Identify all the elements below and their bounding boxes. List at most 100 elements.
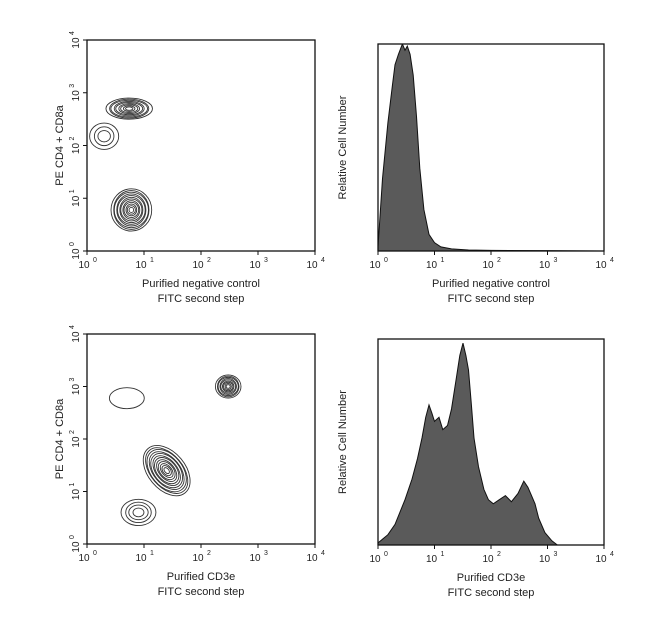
x-axis-label-2: FITC second step [158,293,245,305]
y-tick-label: 10 [71,90,82,102]
x-tick-exponent: 2 [497,551,501,558]
contour-line [128,206,135,213]
x-tick-label: 10 [192,260,204,271]
x-tick-exponent: 1 [150,550,154,557]
x-tick-label: 10 [135,553,147,564]
contour-line [128,504,149,521]
y-tick-exponent: 4 [69,31,76,35]
y-axis-label: Relative Cell Number [337,95,349,199]
y-tick-label: 10 [71,384,82,396]
plot-area [378,44,604,251]
y-tick-exponent: 1 [69,189,76,193]
contour-line [163,467,170,475]
contour-line [216,375,240,398]
y-tick-exponent: 3 [69,377,76,381]
contour-line [148,451,185,490]
x-tick-exponent: 0 [93,257,97,264]
contour-line [113,191,149,229]
x-tick-label: 10 [595,260,607,271]
y-tick-label: 10 [71,541,82,553]
contour-line [108,387,145,410]
x-tick-label: 10 [369,260,381,271]
x-axis-label-2: FITC second step [158,586,245,598]
contour-line [115,102,144,116]
contour-line [113,190,150,230]
plot-area [89,97,153,232]
contour-line [123,201,140,218]
x-tick-label: 10 [306,260,318,271]
contour-line [222,380,235,393]
y-tick-exponent: 3 [69,84,76,88]
contour-line [113,100,145,117]
x-tick-label: 10 [249,553,261,564]
x-tick-exponent: 4 [610,551,614,558]
contour-line [120,498,157,526]
x-tick-exponent: 1 [150,257,154,264]
contour-line [97,130,111,143]
contour-line [110,188,153,232]
x-tick-label: 10 [595,554,607,565]
contour-line [122,200,141,220]
y-tick-exponent: 1 [69,482,76,486]
contour-line [120,198,143,222]
x-tick-label: 10 [192,553,204,564]
contour-line [110,99,149,118]
histogram-area [378,342,604,545]
contour-line [145,447,189,494]
contour-line [116,193,147,227]
x-tick-exponent: 0 [93,550,97,557]
contour-line [109,98,150,119]
contour-line [217,376,239,397]
y-tick-label: 10 [71,248,82,260]
contour-line [117,195,146,225]
contour-line [156,459,178,482]
x-tick-label: 10 [78,260,90,271]
y-axis-label: Relative Cell Number [337,390,349,494]
x-tick-exponent: 3 [554,257,558,264]
contour-line [159,463,174,479]
y-tick-label: 10 [71,37,82,49]
contour-line [225,384,231,389]
x-tick-exponent: 0 [384,551,388,558]
x-axis-label: Purified negative control [432,278,550,290]
contour-line [125,106,134,111]
x-tick-exponent: 2 [497,257,501,264]
contour-line [122,105,136,112]
x-tick-exponent: 2 [207,257,211,264]
contour-line [89,122,120,150]
y-tick-label: 10 [71,436,82,448]
y-axis-label: PE CD4 + CD8a [54,104,66,185]
y-tick-exponent: 4 [69,325,76,329]
x-tick-label: 10 [78,553,90,564]
y-tick-label: 10 [71,331,82,343]
x-tick-exponent: 4 [610,257,614,264]
x-tick-exponent: 1 [441,257,445,264]
contour-line [152,455,181,486]
x-tick-label: 10 [539,554,551,565]
x-tick-label: 10 [369,554,381,565]
contour-line [125,501,152,524]
contour-line [132,507,145,518]
x-tick-exponent: 0 [384,257,388,264]
contour-line [118,103,141,115]
x-tick-exponent: 3 [554,551,558,558]
x-tick-exponent: 4 [321,257,325,264]
contour-line [219,378,237,395]
x-tick-label: 10 [482,260,494,271]
x-tick-exponent: 4 [321,550,325,557]
contour-line [146,449,187,493]
x-axis-label: Purified CD3e [457,572,525,584]
x-tick-label: 10 [539,260,551,271]
y-tick-exponent: 2 [69,430,76,434]
y-axis-label: PE CD4 + CD8a [54,398,66,479]
x-tick-label: 10 [135,260,147,271]
x-tick-exponent: 3 [264,257,268,264]
contour-line [161,465,172,477]
contour-line [150,453,184,489]
contour-line [157,461,176,481]
